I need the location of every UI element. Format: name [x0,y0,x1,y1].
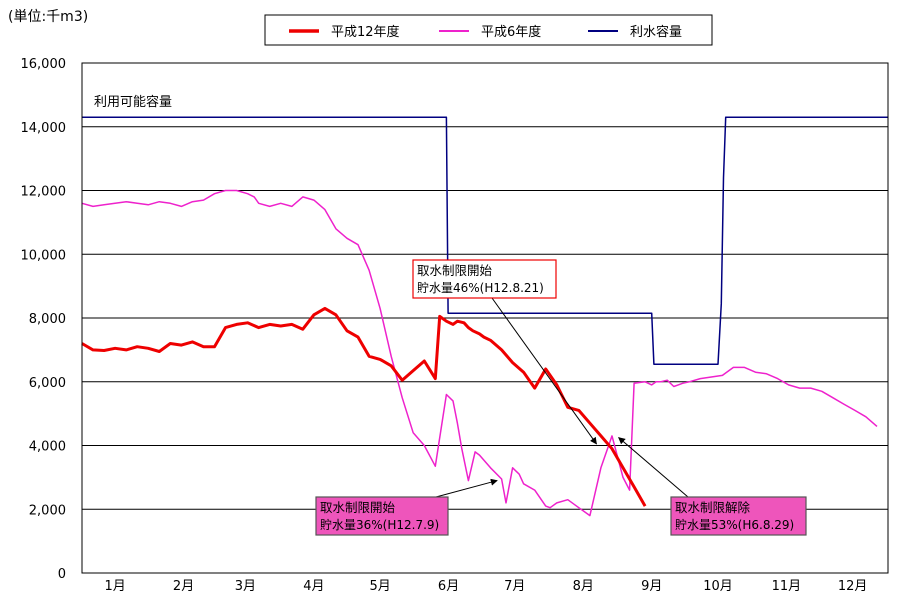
y-tick-label: 16,000 [21,57,67,72]
y-tick-label: 4,000 [29,440,66,455]
y-tick-label: 10,000 [21,248,67,263]
y-tick-label: 14,000 [21,121,67,136]
available-capacity-label: 利用可能容量 [94,94,172,110]
x-tick-label: 4月 [303,579,324,594]
y-tick-label: 2,000 [29,503,66,518]
x-tick-label: 10月 [703,579,733,594]
x-tick-label: 9月 [641,579,662,594]
y-tick-label: 8,000 [29,312,66,327]
y-tick-label: 12,000 [21,185,67,200]
callout-line1: 取水制限開始 [320,500,396,515]
x-tick-label: 2月 [173,579,194,594]
legend-label: 利水容量 [630,24,682,40]
y-tick-label: 0 [58,567,66,582]
y-axis-ticks: 0 2,000 4,000 6,000 8,000 10,000 12,000 14,000 1… [21,57,67,582]
callout-h6-8-29-box [670,496,807,536]
x-tick-label: 3月 [235,579,256,594]
callout-line2: 貯水量53%(H6.8.29) [675,518,794,532]
callout-line2: 貯水量36%(H12.7.9) [320,518,439,532]
callout-h12-7-9-box [315,496,449,536]
series-group [81,116,888,517]
legend-label: 平成6年度 [481,24,541,40]
x-tick-label: 11月 [772,579,802,594]
x-tick-label: 12月 [838,579,868,594]
callout-arrow [435,478,498,498]
series-capacity-line [82,116,888,365]
legend-box [264,14,713,46]
callout-line1: 取水制限開始 [417,263,493,278]
series-h12-line [81,306,647,507]
legend: 平成12年度 平成6年度 利水容量 [264,14,713,46]
callout-arrow [491,297,597,445]
series-h6-line [81,189,878,517]
x-axis-ticks: 1月 2月 3月 4月 5月 6月 7月 8月 9月 10月 11月 12月 [104,579,867,594]
callout-h12-8-21-box [412,259,557,299]
plot-area-frame [81,62,889,574]
x-tick-label: 7月 [504,579,525,594]
x-tick-label: 5月 [369,579,390,594]
annotations: 利用可能容量取水制限開始貯水量46%(H12.8.21)取水制限開始貯水量36%… [94,94,807,536]
x-tick-label: 8月 [573,579,594,594]
x-tick-label: 1月 [104,579,125,594]
x-tick-label: 6月 [438,579,459,594]
callout-arrow [618,437,689,498]
callout-line2: 貯水量46%(H12.8.21) [417,281,544,295]
unit-label: (単位:千m3) [8,9,89,25]
y-tick-label: 6,000 [29,376,66,391]
callout-line1: 取水制限解除 [675,500,751,515]
legend-label: 平成12年度 [331,24,400,40]
